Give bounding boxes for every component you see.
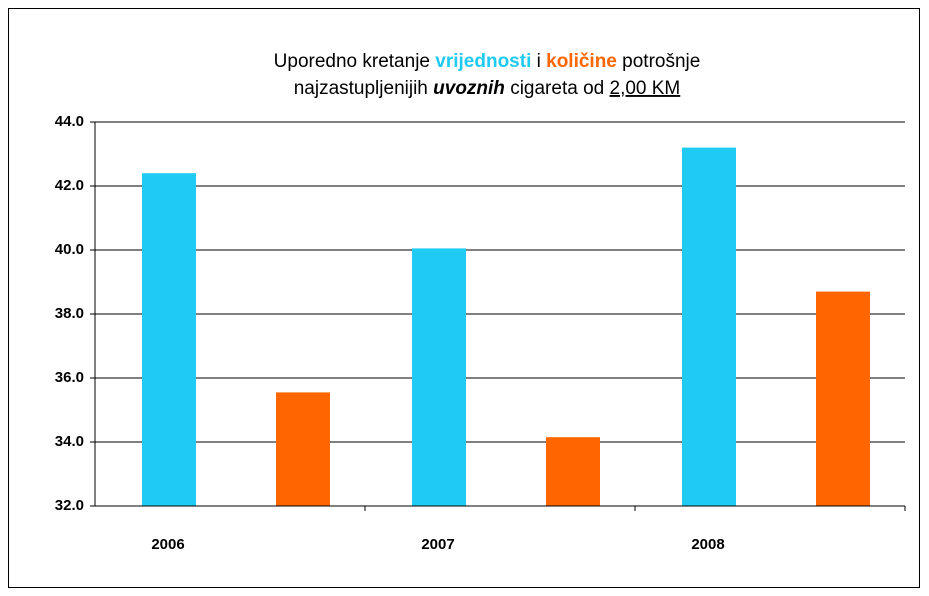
title-text: količine — [546, 51, 617, 72]
title-text: cigareta od — [505, 78, 610, 99]
y-tick-label: 40.0 — [55, 241, 84, 258]
chart-title: Uporedno kretanje vrijednosti i količine… — [274, 51, 701, 72]
chart-title: najzastupljenijih uvoznih cigareta od 2,… — [294, 78, 681, 99]
x-tick-label: 2008 — [691, 536, 724, 553]
title-text: 2,00 KM — [610, 78, 681, 99]
y-tick-label: 38.0 — [55, 305, 84, 322]
y-tick-label: 34.0 — [55, 433, 84, 450]
y-tick-label: 36.0 — [55, 369, 84, 386]
bar — [682, 147, 736, 506]
bar — [546, 437, 600, 506]
title-text: Uporedno kretanje — [274, 51, 436, 72]
x-tick-label: 2006 — [151, 536, 184, 553]
bar — [276, 392, 330, 506]
title-text: potrošnje — [617, 51, 700, 72]
y-tick-label: 32.0 — [55, 497, 84, 514]
bar — [142, 173, 196, 506]
title-text: uvoznih — [433, 78, 505, 99]
title-text: vrijednosti — [435, 51, 531, 72]
title-text: i — [531, 51, 546, 72]
y-tick-label: 44.0 — [55, 113, 84, 130]
y-tick-label: 42.0 — [55, 177, 84, 194]
x-tick-label: 2007 — [421, 536, 454, 553]
bar — [412, 248, 466, 506]
bar — [816, 291, 870, 506]
title-text: najzastupljenijih — [294, 78, 433, 99]
